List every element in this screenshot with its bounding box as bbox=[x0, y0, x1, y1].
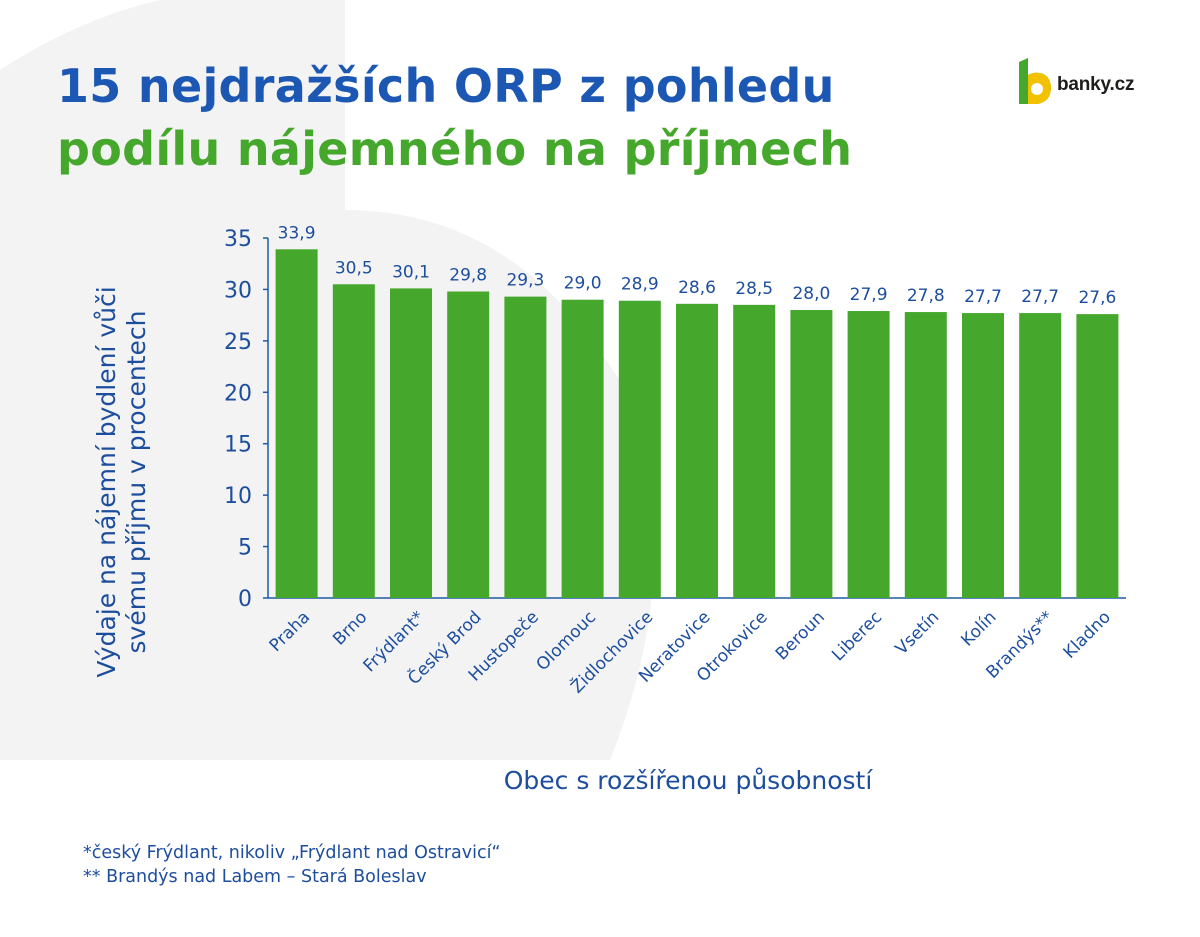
footnote-brandys: ** Brandýs nad Labem – Stará Boleslav bbox=[83, 867, 427, 887]
bar bbox=[504, 296, 547, 598]
logo-text: banky.cz bbox=[1057, 74, 1135, 95]
bar bbox=[1019, 313, 1062, 598]
x-tick-label: Liberec bbox=[828, 607, 886, 665]
bar-value-label: 30,5 bbox=[335, 258, 373, 278]
y-tick-label: 15 bbox=[224, 433, 252, 458]
bar bbox=[847, 311, 890, 598]
title-line-2: podílu nájemného na příjmech bbox=[57, 122, 853, 176]
x-tick-label: Kolín bbox=[957, 607, 1000, 650]
bar bbox=[275, 249, 318, 599]
bar bbox=[332, 284, 375, 598]
y-tick-label: 30 bbox=[224, 278, 252, 303]
bar bbox=[618, 300, 661, 598]
bar bbox=[447, 291, 490, 598]
bar-value-label: 27,7 bbox=[964, 287, 1002, 307]
title-line-1: 15 nejdražších ORP z pohledu bbox=[57, 59, 835, 113]
y-axis-label: Výdaje na nájemní bydlení vůči svému pří… bbox=[92, 286, 151, 678]
bar-value-label: 33,9 bbox=[278, 223, 316, 243]
y-tick-label: 0 bbox=[238, 587, 252, 612]
bar-value-label: 28,6 bbox=[678, 278, 716, 298]
bar bbox=[676, 303, 718, 598]
y-tick-label: 5 bbox=[238, 536, 252, 561]
bar-value-label: 28,5 bbox=[735, 279, 773, 299]
bar bbox=[790, 310, 833, 598]
bar-value-label: 27,7 bbox=[1021, 287, 1059, 307]
logo: banky.cz bbox=[1015, 58, 1155, 108]
bar-value-label: 28,9 bbox=[621, 275, 659, 295]
y-tick-label: 10 bbox=[224, 484, 252, 509]
banky-b-logo-icon bbox=[1019, 58, 1051, 104]
y-tick-label: 25 bbox=[224, 330, 252, 355]
bar bbox=[1076, 314, 1119, 598]
bar bbox=[561, 299, 604, 598]
background-shape bbox=[0, 0, 655, 760]
bar-value-label: 29,3 bbox=[506, 271, 544, 291]
x-tick-label: Vsetín bbox=[892, 607, 944, 659]
bar-value-label: 29,8 bbox=[449, 265, 487, 285]
x-tick-label: Brno bbox=[329, 607, 371, 649]
x-tick-label: Kladno bbox=[1060, 607, 1115, 662]
bar bbox=[904, 312, 947, 598]
y-tick-label: 20 bbox=[224, 381, 252, 406]
x-axis-label: Obec s rozšířenou působností bbox=[503, 766, 873, 795]
bar-value-label: 27,6 bbox=[1078, 288, 1116, 308]
bar-value-label: 28,0 bbox=[792, 284, 830, 304]
bar-value-label: 27,9 bbox=[850, 285, 888, 305]
x-tick-label: Praha bbox=[266, 607, 314, 655]
bar-value-label: 30,1 bbox=[392, 262, 430, 282]
x-tick-label: Beroun bbox=[772, 607, 829, 664]
y-tick-label: 35 bbox=[224, 227, 252, 252]
bar bbox=[733, 304, 776, 598]
bar-value-label: 29,0 bbox=[564, 274, 602, 294]
bar-value-label: 27,8 bbox=[907, 286, 945, 306]
footnote-frydlant: *český Frýdlant, nikoliv „Frýdlant nad O… bbox=[83, 843, 501, 863]
bar bbox=[390, 288, 432, 598]
bar bbox=[962, 313, 1004, 598]
